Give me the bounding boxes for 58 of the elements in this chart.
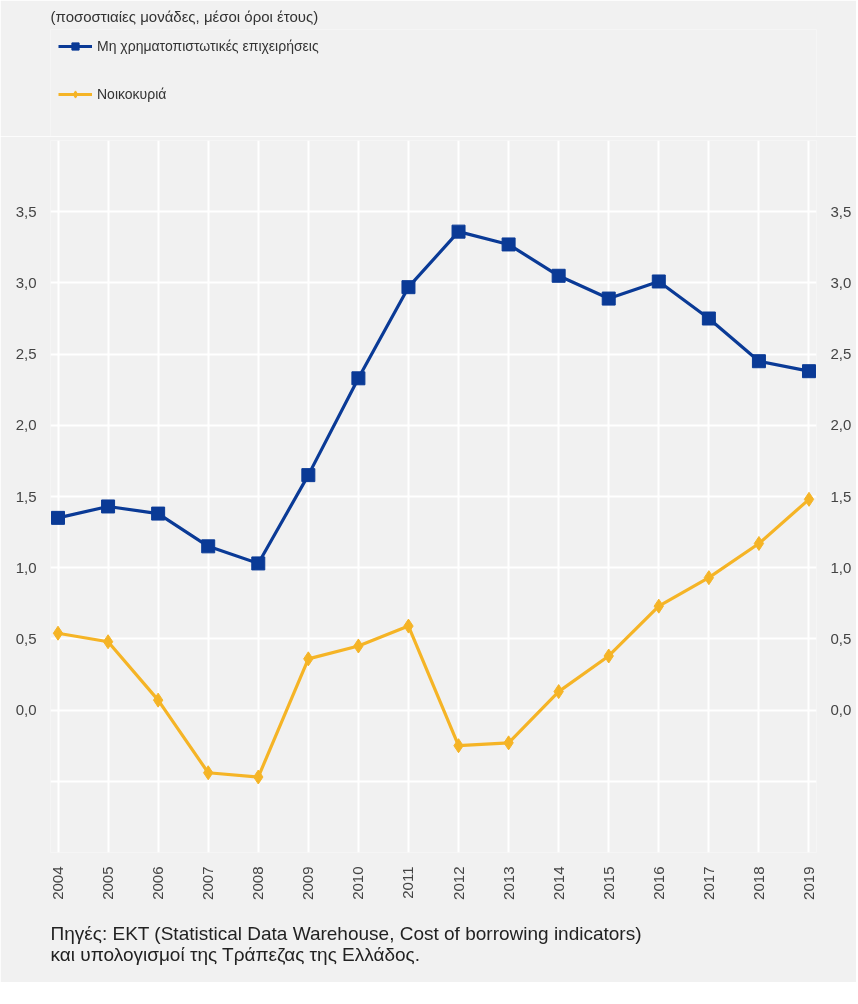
point bbox=[151, 506, 166, 521]
x-tick-label: 2013 bbox=[499, 866, 517, 900]
point bbox=[52, 625, 64, 641]
legend-label: Μη χρηματοπιστωτικές επιχειρήσεις bbox=[97, 38, 319, 54]
point bbox=[753, 535, 765, 551]
y2-tick-label: 3,0 bbox=[830, 273, 852, 291]
point bbox=[803, 491, 815, 507]
chart-subtitle: (ποσοστιαίες μονάδες, μέσοι όροι έτους) bbox=[50, 7, 319, 25]
y-tick-label: 0,5 bbox=[15, 629, 37, 647]
y2-tick-label: 0,0 bbox=[830, 701, 852, 719]
x-tick-label: 2007 bbox=[199, 866, 217, 900]
x-tick-label: 2004 bbox=[49, 866, 67, 900]
y-tick-label: 2,0 bbox=[15, 416, 37, 434]
y2-tick-label: 2,0 bbox=[830, 416, 852, 434]
x-tick-label: 2012 bbox=[449, 866, 467, 900]
point bbox=[801, 364, 816, 379]
text: Πηγές: ΕΚΤ (Statistical Data Warehouse, Cost of borrowing indicators) και υπολογισμοί της Τράπεζας της Ελλάδος. bbox=[50, 922, 642, 965]
x-tick-label: 2018 bbox=[749, 866, 767, 900]
point bbox=[201, 539, 216, 554]
y2-tick-label: 2,5 bbox=[830, 345, 852, 363]
x-tick-label: 2005 bbox=[99, 866, 117, 900]
point bbox=[301, 468, 316, 483]
x-tick-label: 2019 bbox=[799, 866, 817, 900]
x-tick-label: 2015 bbox=[599, 866, 617, 900]
point bbox=[751, 354, 766, 369]
point bbox=[51, 510, 66, 525]
y2-tick-label: 1,5 bbox=[830, 487, 852, 505]
x-tick-label: 2009 bbox=[299, 866, 317, 900]
x-tick-label: 2010 bbox=[349, 866, 367, 900]
point bbox=[102, 634, 114, 650]
x-tick-label: 2016 bbox=[649, 866, 667, 900]
point bbox=[601, 291, 616, 306]
x-tick-label: 2008 bbox=[249, 866, 267, 900]
point bbox=[551, 268, 566, 283]
x-tick-label: 2014 bbox=[549, 866, 567, 900]
y-tick-label: 1,0 bbox=[15, 558, 37, 576]
point bbox=[351, 371, 366, 386]
point bbox=[101, 499, 116, 514]
point bbox=[703, 570, 715, 586]
point bbox=[451, 224, 466, 239]
y-tick-label: 1,5 bbox=[15, 487, 37, 505]
y-tick-label: 3,0 bbox=[15, 273, 37, 291]
x-tick-label: 2006 bbox=[149, 866, 167, 900]
x-tick-label: 2011 bbox=[399, 866, 417, 899]
y-tick-label: 0,0 bbox=[15, 701, 37, 719]
y-tick-label: 2,5 bbox=[15, 345, 37, 363]
point bbox=[651, 274, 666, 289]
y2-tick-label: 1,0 bbox=[830, 558, 852, 576]
point bbox=[401, 280, 416, 295]
y-tick-label: 3,5 bbox=[15, 202, 37, 220]
legend-label: Νοικοκυριά bbox=[97, 86, 167, 102]
point bbox=[152, 692, 164, 708]
point bbox=[701, 311, 716, 326]
y2-tick-label: 3,5 bbox=[830, 202, 852, 220]
y2-tick-label: 0,5 bbox=[830, 629, 852, 647]
point bbox=[501, 237, 516, 252]
point bbox=[251, 556, 266, 571]
x-tick-label: 2017 bbox=[699, 866, 717, 900]
